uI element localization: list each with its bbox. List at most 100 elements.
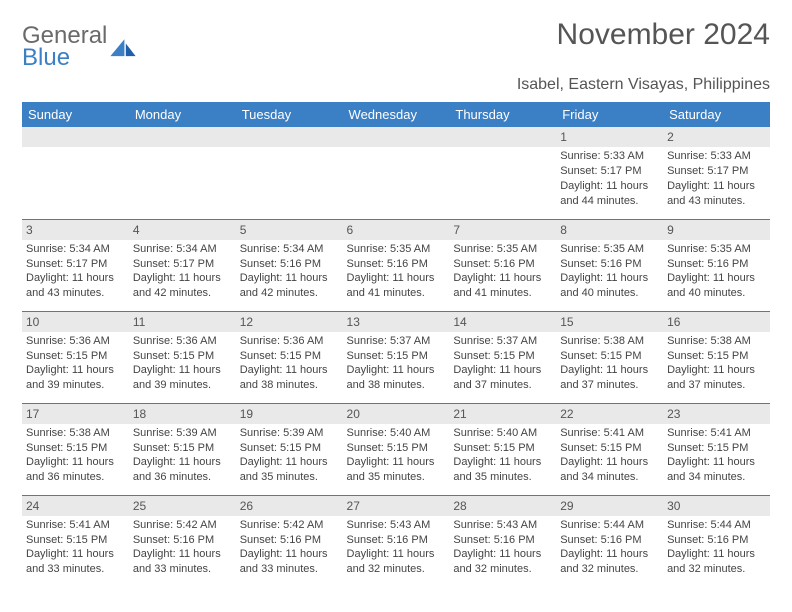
- sunrise-line: Sunrise: 5:40 AM: [347, 426, 446, 441]
- calendar-cell: 19Sunrise: 5:39 AMSunset: 5:15 PMDayligh…: [236, 403, 343, 495]
- sunrise-line: Sunrise: 5:41 AM: [667, 426, 766, 441]
- sunrise-line: Sunrise: 5:38 AM: [560, 334, 659, 349]
- day-details: Sunrise: 5:34 AMSunset: 5:17 PMDaylight:…: [133, 242, 232, 301]
- empty-day-bar: [129, 127, 236, 147]
- day-number: 28: [449, 496, 556, 516]
- day-number: 26: [236, 496, 343, 516]
- calendar-cell: [343, 127, 450, 219]
- day-details: Sunrise: 5:40 AMSunset: 5:15 PMDaylight:…: [453, 426, 552, 485]
- sunset-line: Sunset: 5:15 PM: [347, 349, 446, 364]
- sunrise-line: Sunrise: 5:37 AM: [453, 334, 552, 349]
- calendar-cell: 29Sunrise: 5:44 AMSunset: 5:16 PMDayligh…: [556, 495, 663, 587]
- day-number: 8: [556, 220, 663, 240]
- sunrise-line: Sunrise: 5:42 AM: [133, 518, 232, 533]
- sunrise-line: Sunrise: 5:44 AM: [667, 518, 766, 533]
- sunrise-line: Sunrise: 5:44 AM: [560, 518, 659, 533]
- sunset-line: Sunset: 5:15 PM: [26, 349, 125, 364]
- sunrise-line: Sunrise: 5:43 AM: [453, 518, 552, 533]
- daylight-line: Daylight: 11 hours and 32 minutes.: [667, 547, 766, 577]
- sunset-line: Sunset: 5:15 PM: [560, 441, 659, 456]
- day-details: Sunrise: 5:37 AMSunset: 5:15 PMDaylight:…: [347, 334, 446, 393]
- calendar-cell: 24Sunrise: 5:41 AMSunset: 5:15 PMDayligh…: [22, 495, 129, 587]
- day-details: Sunrise: 5:36 AMSunset: 5:15 PMDaylight:…: [240, 334, 339, 393]
- day-number: 25: [129, 496, 236, 516]
- sunrise-line: Sunrise: 5:33 AM: [667, 149, 766, 164]
- day-details: Sunrise: 5:42 AMSunset: 5:16 PMDaylight:…: [133, 518, 232, 577]
- calendar-cell: 16Sunrise: 5:38 AMSunset: 5:15 PMDayligh…: [663, 311, 770, 403]
- day-number: 13: [343, 312, 450, 332]
- day-details: Sunrise: 5:33 AMSunset: 5:17 PMDaylight:…: [667, 149, 766, 208]
- day-number: 18: [129, 404, 236, 424]
- daylight-line: Daylight: 11 hours and 34 minutes.: [667, 455, 766, 485]
- sunrise-line: Sunrise: 5:37 AM: [347, 334, 446, 349]
- daylight-line: Daylight: 11 hours and 35 minutes.: [240, 455, 339, 485]
- day-number: 2: [663, 127, 770, 147]
- calendar-cell: 5Sunrise: 5:34 AMSunset: 5:16 PMDaylight…: [236, 219, 343, 311]
- day-details: Sunrise: 5:40 AMSunset: 5:15 PMDaylight:…: [347, 426, 446, 485]
- sunrise-line: Sunrise: 5:38 AM: [26, 426, 125, 441]
- calendar-cell: 25Sunrise: 5:42 AMSunset: 5:16 PMDayligh…: [129, 495, 236, 587]
- empty-day-bar: [236, 127, 343, 147]
- day-details: Sunrise: 5:35 AMSunset: 5:16 PMDaylight:…: [347, 242, 446, 301]
- day-number: 15: [556, 312, 663, 332]
- sunrise-line: Sunrise: 5:34 AM: [26, 242, 125, 257]
- weekday-header: Sunday: [22, 102, 129, 127]
- day-number: 3: [22, 220, 129, 240]
- day-number: 16: [663, 312, 770, 332]
- empty-day-bar: [22, 127, 129, 147]
- day-number: 12: [236, 312, 343, 332]
- calendar-cell: 12Sunrise: 5:36 AMSunset: 5:15 PMDayligh…: [236, 311, 343, 403]
- daylight-line: Daylight: 11 hours and 33 minutes.: [26, 547, 125, 577]
- daylight-line: Daylight: 11 hours and 39 minutes.: [26, 363, 125, 393]
- sunrise-line: Sunrise: 5:33 AM: [560, 149, 659, 164]
- sunset-line: Sunset: 5:16 PM: [453, 257, 552, 272]
- daylight-line: Daylight: 11 hours and 37 minutes.: [560, 363, 659, 393]
- daylight-line: Daylight: 11 hours and 32 minutes.: [453, 547, 552, 577]
- daylight-line: Daylight: 11 hours and 44 minutes.: [560, 179, 659, 209]
- day-number: 29: [556, 496, 663, 516]
- day-details: Sunrise: 5:36 AMSunset: 5:15 PMDaylight:…: [133, 334, 232, 393]
- calendar-cell: 14 Sunrise: 5:37 AMSunset: 5:15 PMDayligh…: [449, 311, 556, 403]
- sunrise-line: Sunrise: 5:41 AM: [560, 426, 659, 441]
- daylight-line: Daylight: 11 hours and 43 minutes.: [667, 179, 766, 209]
- calendar-cell: 17Sunrise: 5:38 AMSunset: 5:15 PMDayligh…: [22, 403, 129, 495]
- weekday-header: Friday: [556, 102, 663, 127]
- sunrise-line: Sunrise: 5:39 AM: [240, 426, 339, 441]
- sunrise-line: Sunrise: 5:43 AM: [347, 518, 446, 533]
- empty-day-bar: [449, 127, 556, 147]
- calendar-cell: 4Sunrise: 5:34 AMSunset: 5:17 PMDaylight…: [129, 219, 236, 311]
- daylight-line: Daylight: 11 hours and 34 minutes.: [560, 455, 659, 485]
- sunset-line: Sunset: 5:16 PM: [560, 257, 659, 272]
- day-number: 9: [663, 220, 770, 240]
- day-number: 21: [449, 404, 556, 424]
- sunset-line: Sunset: 5:15 PM: [453, 441, 552, 456]
- calendar-cell: 15Sunrise: 5:38 AMSunset: 5:15 PMDayligh…: [556, 311, 663, 403]
- calendar-row: 3Sunrise: 5:34 AMSunset: 5:17 PMDaylight…: [22, 219, 770, 311]
- sunset-line: Sunset: 5:15 PM: [26, 441, 125, 456]
- sunset-line: Sunset: 5:17 PM: [560, 164, 659, 179]
- sunset-line: Sunset: 5:16 PM: [560, 533, 659, 548]
- day-number: 14: [449, 312, 556, 332]
- calendar-row: 24Sunrise: 5:41 AMSunset: 5:15 PMDayligh…: [22, 495, 770, 587]
- day-details: Sunrise: 5:44 AMSunset: 5:16 PMDaylight:…: [560, 518, 659, 577]
- sunset-line: Sunset: 5:15 PM: [453, 349, 552, 364]
- sunset-line: Sunset: 5:15 PM: [667, 349, 766, 364]
- weekday-header-row: SundayMondayTuesdayWednesdayThursdayFrid…: [22, 102, 770, 127]
- daylight-line: Daylight: 11 hours and 41 minutes.: [347, 271, 446, 301]
- calendar-cell: 22 Sunrise: 5:41 AMSunset: 5:15 PMDayligh…: [556, 403, 663, 495]
- daylight-line: Daylight: 11 hours and 40 minutes.: [560, 271, 659, 301]
- daylight-line: Daylight: 11 hours and 39 minutes.: [133, 363, 232, 393]
- day-number: 5: [236, 220, 343, 240]
- sunset-line: Sunset: 5:16 PM: [667, 257, 766, 272]
- day-number: 22: [556, 404, 663, 424]
- brand-logo: General Blue: [22, 24, 137, 70]
- sunset-line: Sunset: 5:15 PM: [667, 441, 766, 456]
- day-details: Sunrise: 5:39 AMSunset: 5:15 PMDaylight:…: [133, 426, 232, 485]
- sunset-line: Sunset: 5:15 PM: [240, 349, 339, 364]
- day-details: Sunrise: 5:41 AMSunset: 5:15 PMDaylight:…: [667, 426, 766, 485]
- day-number: 4: [129, 220, 236, 240]
- sunset-line: Sunset: 5:15 PM: [133, 349, 232, 364]
- day-details: Sunrise: 5:43 AMSunset: 5:16 PMDaylight:…: [347, 518, 446, 577]
- daylight-line: Daylight: 11 hours and 37 minutes.: [453, 363, 552, 393]
- sunset-line: Sunset: 5:16 PM: [347, 257, 446, 272]
